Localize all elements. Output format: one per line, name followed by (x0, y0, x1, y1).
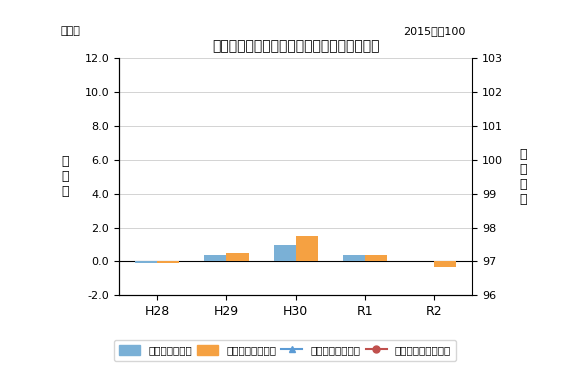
Bar (204, 255, 226, 261)
Bar (135, 261, 157, 263)
Y-axis label: 前
年
比: 前 年 比 (61, 155, 69, 198)
Bar (365, 255, 387, 261)
Y-axis label: 総
合
指
数: 総 合 指 数 (519, 148, 527, 206)
Bar (434, 261, 457, 266)
Title: 総合指数及び前年比の推移（全国－鳥取市）: 総合指数及び前年比の推移（全国－鳥取市） (212, 39, 380, 53)
Text: （％）: （％） (60, 26, 80, 36)
Bar (274, 244, 296, 261)
Bar (226, 253, 249, 261)
Text: 2015年＝100: 2015年＝100 (403, 26, 466, 36)
Bar (157, 261, 180, 263)
Legend: 前年比（全国）, 前年比（鳥取市）, 総合指数（全国）, 総合指数（鳥取市）: 前年比（全国）, 前年比（鳥取市）, 総合指数（全国）, 総合指数（鳥取市） (113, 340, 457, 361)
Bar (343, 255, 365, 261)
Bar (296, 236, 318, 261)
